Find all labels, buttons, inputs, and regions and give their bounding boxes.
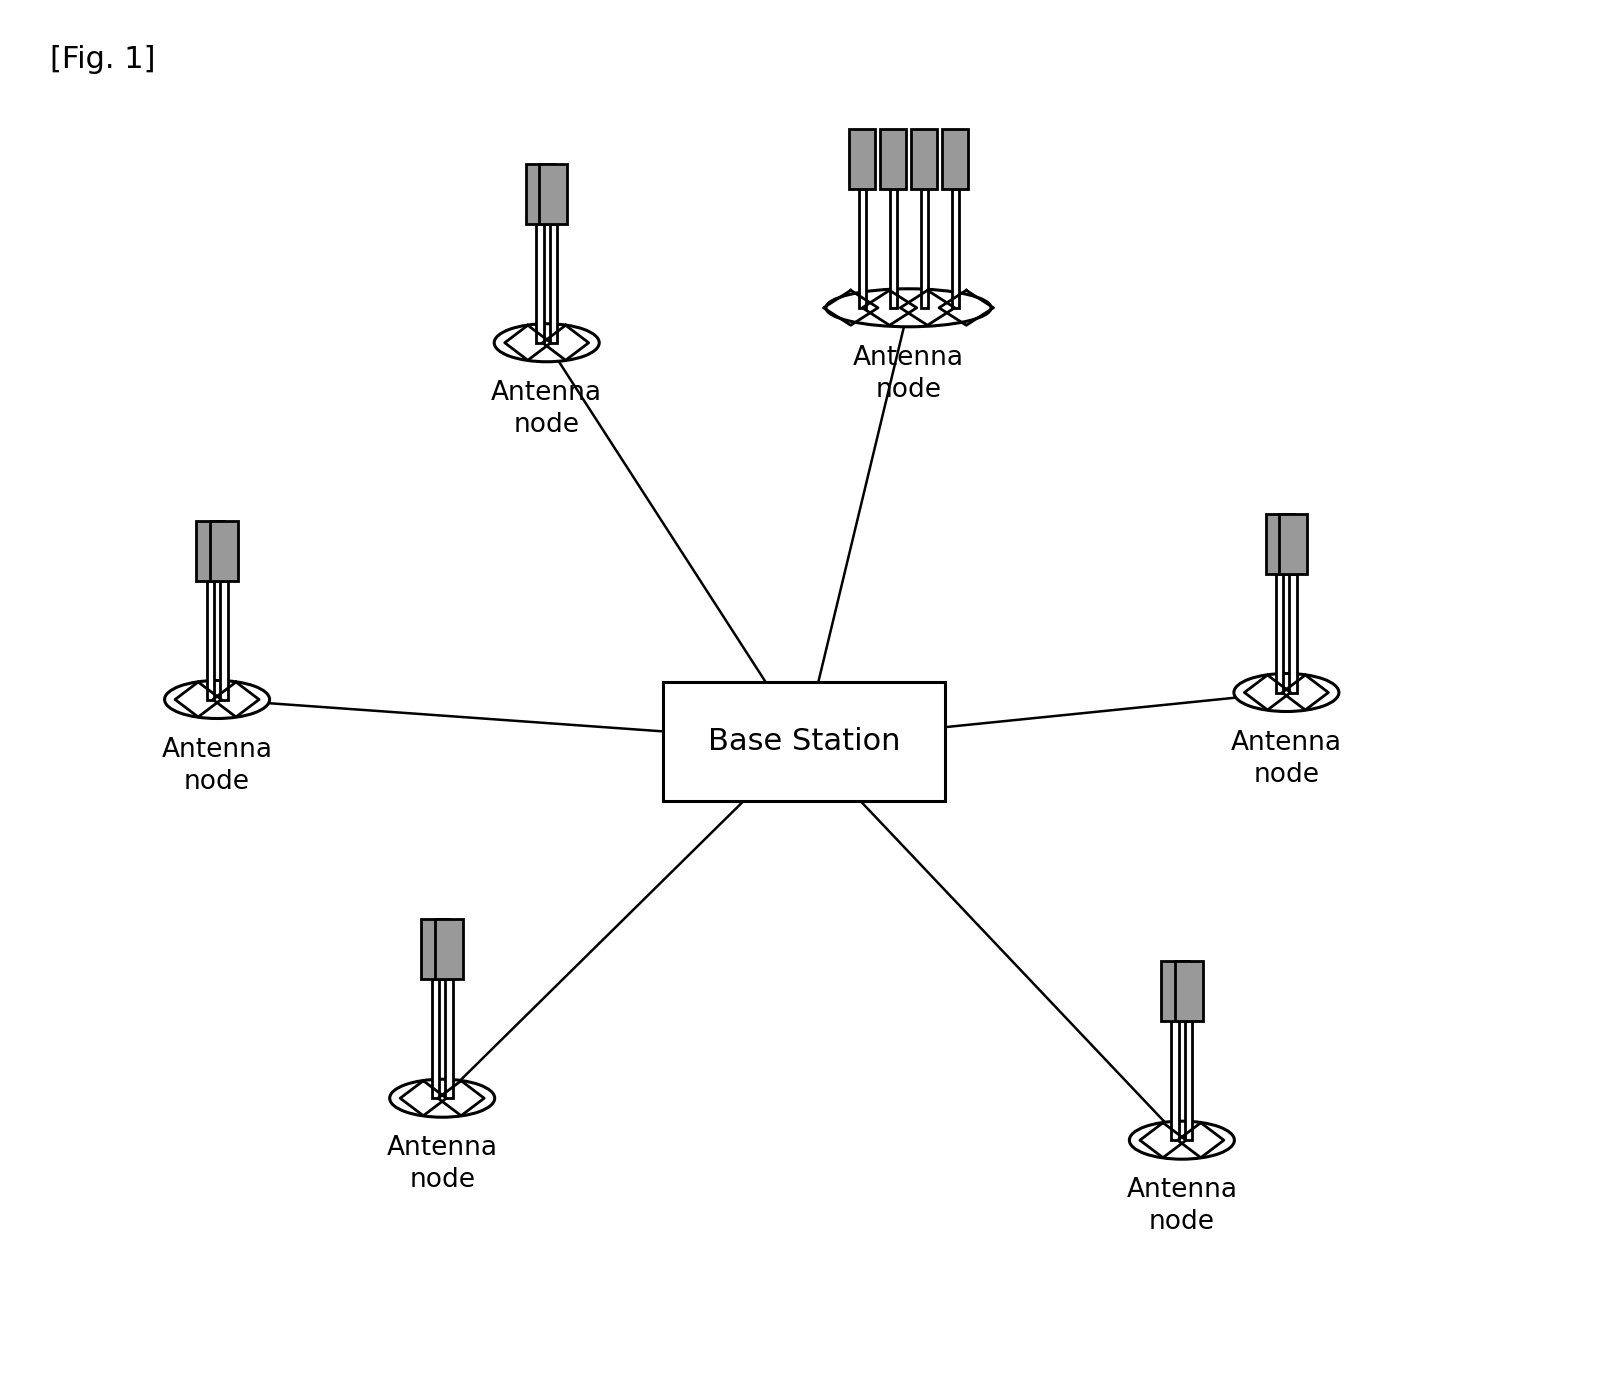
Polygon shape: [1160, 961, 1189, 1021]
Polygon shape: [525, 164, 554, 224]
Polygon shape: [889, 189, 897, 308]
Polygon shape: [1173, 961, 1202, 1021]
Ellipse shape: [389, 1079, 495, 1118]
Polygon shape: [1289, 574, 1297, 693]
Polygon shape: [1170, 1021, 1178, 1140]
Polygon shape: [196, 520, 225, 581]
Polygon shape: [550, 224, 558, 343]
Ellipse shape: [1128, 1121, 1234, 1160]
Text: Antenna
node: Antenna node: [1125, 1177, 1237, 1235]
Polygon shape: [919, 189, 927, 308]
Text: [Fig. 1]: [Fig. 1]: [50, 45, 156, 74]
Polygon shape: [535, 224, 543, 343]
Ellipse shape: [826, 288, 990, 327]
Ellipse shape: [164, 680, 270, 719]
Polygon shape: [848, 129, 874, 189]
Polygon shape: [1278, 513, 1306, 574]
Polygon shape: [431, 979, 439, 1098]
Polygon shape: [858, 189, 865, 308]
Polygon shape: [220, 581, 228, 700]
FancyBboxPatch shape: [664, 683, 945, 800]
Text: Antenna
node: Antenna node: [386, 1135, 498, 1193]
Polygon shape: [1274, 574, 1282, 693]
Polygon shape: [434, 919, 463, 979]
Polygon shape: [209, 520, 238, 581]
Polygon shape: [911, 129, 937, 189]
Polygon shape: [206, 581, 214, 700]
Text: Base Station: Base Station: [707, 727, 900, 755]
Polygon shape: [445, 979, 453, 1098]
Text: Antenna
node: Antenna node: [852, 344, 964, 403]
Polygon shape: [879, 129, 905, 189]
Polygon shape: [1184, 1021, 1192, 1140]
Polygon shape: [942, 129, 967, 189]
Text: Antenna
node: Antenna node: [1229, 729, 1342, 788]
Ellipse shape: [1233, 673, 1339, 712]
Polygon shape: [421, 919, 450, 979]
Polygon shape: [1265, 513, 1294, 574]
Polygon shape: [538, 164, 567, 224]
Polygon shape: [951, 189, 958, 308]
Text: Antenna
node: Antenna node: [490, 379, 603, 438]
Text: Antenna
node: Antenna node: [161, 736, 273, 795]
Ellipse shape: [493, 323, 599, 362]
